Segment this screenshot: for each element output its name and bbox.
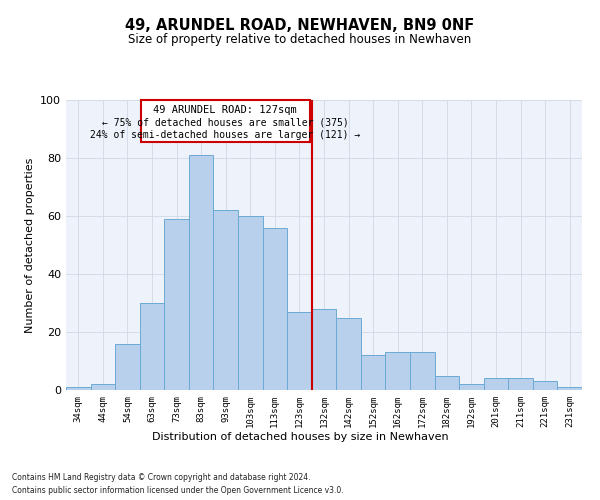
Bar: [91, 384, 115, 390]
Bar: [533, 382, 557, 390]
Bar: [214, 210, 238, 390]
Bar: [312, 309, 336, 390]
Bar: [263, 228, 287, 390]
Bar: [361, 355, 385, 390]
Bar: [66, 387, 91, 390]
Text: ← 75% of detached houses are smaller (375): ← 75% of detached houses are smaller (37…: [102, 118, 349, 128]
Text: 24% of semi-detached houses are larger (121) →: 24% of semi-detached houses are larger (…: [90, 130, 361, 140]
Bar: [287, 312, 312, 390]
Bar: [140, 303, 164, 390]
Bar: [385, 352, 410, 390]
Text: Contains public sector information licensed under the Open Government Licence v3: Contains public sector information licen…: [12, 486, 344, 495]
Bar: [459, 384, 484, 390]
Y-axis label: Number of detached properties: Number of detached properties: [25, 158, 35, 332]
Bar: [189, 155, 214, 390]
Text: 49 ARUNDEL ROAD: 127sqm: 49 ARUNDEL ROAD: 127sqm: [154, 105, 297, 115]
Text: 49, ARUNDEL ROAD, NEWHAVEN, BN9 0NF: 49, ARUNDEL ROAD, NEWHAVEN, BN9 0NF: [125, 18, 475, 32]
Bar: [484, 378, 508, 390]
Bar: [410, 352, 434, 390]
Bar: [557, 387, 582, 390]
Bar: [115, 344, 140, 390]
FancyBboxPatch shape: [141, 100, 310, 142]
Text: Size of property relative to detached houses in Newhaven: Size of property relative to detached ho…: [128, 32, 472, 46]
Bar: [336, 318, 361, 390]
Bar: [238, 216, 263, 390]
Bar: [434, 376, 459, 390]
Text: Contains HM Land Registry data © Crown copyright and database right 2024.: Contains HM Land Registry data © Crown c…: [12, 472, 311, 482]
Bar: [508, 378, 533, 390]
Bar: [164, 219, 189, 390]
Text: Distribution of detached houses by size in Newhaven: Distribution of detached houses by size …: [152, 432, 448, 442]
